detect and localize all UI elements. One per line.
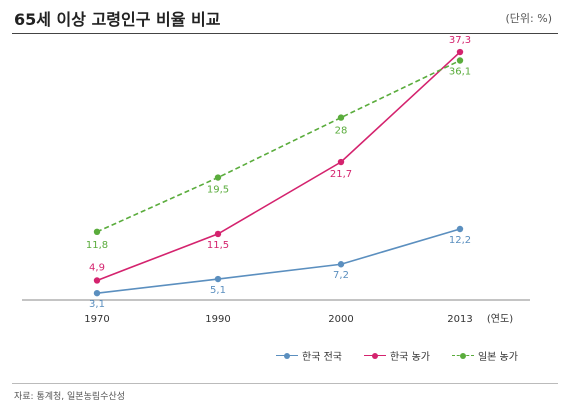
- data-label: 36,1: [449, 66, 471, 77]
- legend-item-japan-farm: 일본 농가: [451, 348, 518, 363]
- legend-label: 일본 농가: [477, 352, 518, 363]
- data-label: 7,2: [333, 270, 349, 281]
- data-point: [93, 228, 101, 236]
- legend-label: 한국 농가: [389, 352, 430, 363]
- x-tick-label: 2000: [328, 314, 353, 325]
- data-label: 11,8: [86, 240, 108, 251]
- data-label: 12,2: [449, 235, 471, 246]
- x-tick-label: 1990: [205, 314, 230, 325]
- legend-label: 한국 전국: [302, 352, 342, 363]
- chart-legend: 한국 전국 한국 농가 일본 농가: [276, 348, 518, 363]
- legend-marker-icon: [363, 351, 386, 361]
- data-point: [214, 230, 222, 238]
- data-point: [93, 289, 101, 297]
- x-tick-label: 1970: [84, 314, 109, 325]
- data-point: [456, 48, 464, 56]
- x-axis-label: (연도): [487, 313, 513, 325]
- data-point: [456, 57, 464, 64]
- series-line: [96, 51, 461, 282]
- unit-label: (단위: %): [505, 12, 552, 25]
- data-label: 37,3: [449, 35, 471, 46]
- footer-divider: [12, 383, 558, 384]
- data-label: 11,5: [207, 240, 229, 251]
- series-line: [96, 59, 461, 233]
- legend-marker-icon: [276, 351, 298, 361]
- data-point: [456, 225, 464, 233]
- data-point: [337, 114, 345, 121]
- legend-marker-icon: [451, 351, 474, 361]
- data-label: 5,1: [210, 285, 226, 296]
- series-line: [96, 228, 461, 294]
- data-label: 3,1: [89, 299, 105, 310]
- data-point: [337, 261, 345, 268]
- data-label: 28: [335, 126, 348, 137]
- data-point: [214, 174, 222, 181]
- x-tick-label: 2013: [447, 314, 472, 325]
- data-label: 4,9: [89, 262, 105, 273]
- source-note: 자료: 통계청, 일본농림수산성: [14, 392, 125, 402]
- data-label: 21,7: [330, 169, 352, 180]
- legend-item-korea-national: 한국 전국: [276, 348, 342, 363]
- data-label: 19,5: [207, 185, 229, 196]
- legend-item-korea-farm: 한국 농가: [363, 348, 430, 363]
- title-divider: [12, 33, 558, 34]
- data-point: [93, 277, 101, 284]
- chart-title: 65세 이상 고령인구 비율 비교: [14, 10, 221, 29]
- data-point: [337, 158, 345, 166]
- data-point: [214, 275, 222, 283]
